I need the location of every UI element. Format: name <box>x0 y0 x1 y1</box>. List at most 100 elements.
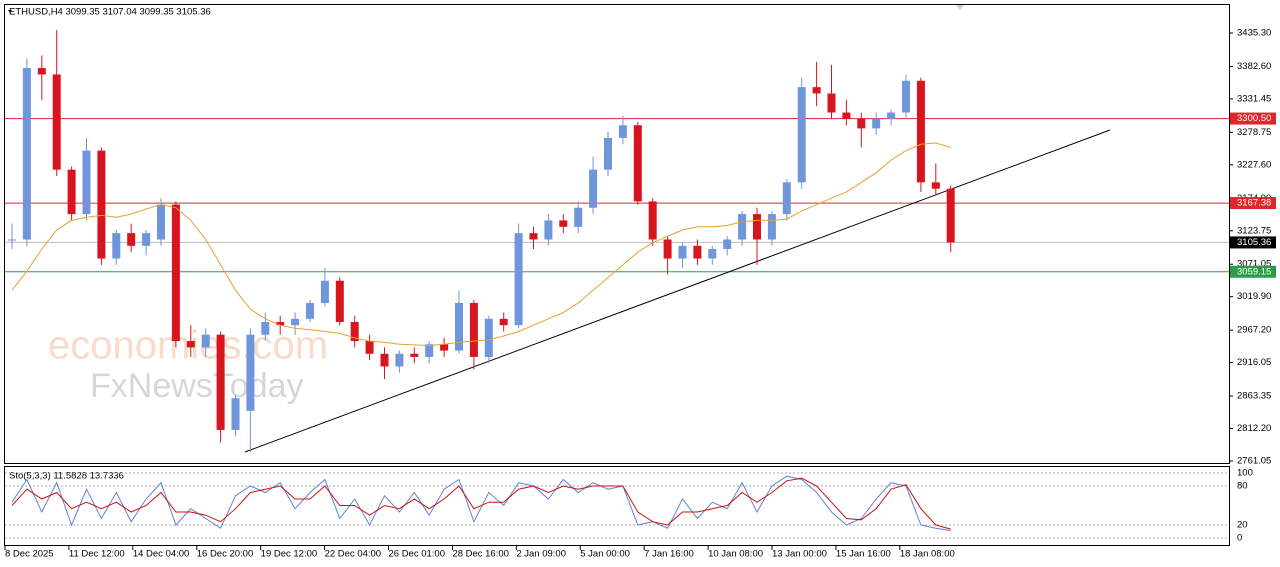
level-tag-label: 3300.50 <box>1237 113 1271 124</box>
y-tick-label: 3071.05 <box>1237 259 1271 270</box>
candle-body <box>82 150 91 215</box>
candle-body <box>246 334 255 411</box>
y-tick-label: 2967.20 <box>1237 325 1271 336</box>
level-tag <box>1230 265 1276 278</box>
level-tag-label: 3167.38 <box>1237 198 1271 209</box>
candle-body <box>931 182 940 189</box>
indicator-panel <box>4 466 1230 546</box>
candle-body <box>857 118 866 129</box>
candle-body <box>291 318 300 326</box>
stochastic-line <box>11 477 951 530</box>
x-tick-label: 2 Jan 09:00 <box>516 549 566 560</box>
candle-body <box>648 201 657 240</box>
x-tick-label: 16 Dec 20:00 <box>197 549 254 560</box>
candle-body <box>529 233 538 240</box>
candle-body <box>767 214 776 240</box>
candle-body <box>782 182 791 215</box>
y-tick-label: 3331.45 <box>1237 93 1271 104</box>
stochastic-line <box>11 475 951 531</box>
candle-body <box>633 125 642 202</box>
candle-body <box>618 125 627 138</box>
candle-body <box>201 334 210 348</box>
x-tick-label: 26 Dec 01:00 <box>388 549 445 560</box>
candle-body <box>365 341 374 354</box>
candle-body <box>37 68 46 75</box>
candle-body <box>52 74 61 170</box>
candle-body <box>678 245 687 259</box>
candle-body <box>112 233 121 259</box>
x-tick-label: 15 Jan 16:00 <box>836 549 891 560</box>
y-tick-label: 3227.60 <box>1237 159 1271 170</box>
candle-body <box>455 302 463 351</box>
candle-body <box>559 220 568 227</box>
x-tick-label: 10 Jan 08:00 <box>708 549 763 560</box>
candle-body <box>499 318 508 326</box>
candle-body <box>186 341 195 348</box>
candle-body <box>8 239 16 241</box>
candle-body <box>753 214 761 240</box>
level-tag <box>1230 236 1276 249</box>
candle-body <box>469 302 478 357</box>
candle-body <box>902 80 910 113</box>
candle-body <box>663 239 672 259</box>
candle-body <box>216 334 225 430</box>
candle-body <box>812 87 821 94</box>
x-tick-label: 14 Dec 04:00 <box>133 549 190 560</box>
y-tick-label: 3123.75 <box>1237 225 1271 236</box>
candle-body <box>127 233 136 246</box>
watermark: FxNewsToday <box>90 367 304 405</box>
indicator-tick-label: 80 <box>1237 480 1248 491</box>
candle-body <box>171 204 180 342</box>
candle-body <box>142 233 151 246</box>
x-tick-label: 5 Jan 00:00 <box>580 549 630 560</box>
candle-body <box>604 137 612 170</box>
indicator-tick-label: 20 <box>1237 519 1248 530</box>
x-tick-label: 8 Dec 2025 <box>5 549 54 560</box>
x-tick-label: 18 Jan 08:00 <box>900 549 955 560</box>
candle-body <box>693 245 702 259</box>
x-tick-label: 11 Dec 12:00 <box>69 549 125 560</box>
candle-body <box>574 207 583 227</box>
x-tick-label: 22 Dec 04:00 <box>325 549 382 560</box>
candle-body <box>67 169 76 215</box>
shift-marker <box>956 5 964 10</box>
candle-body <box>395 353 404 367</box>
candle-body <box>440 344 449 351</box>
candle-body <box>425 344 434 357</box>
level-tag <box>1230 197 1276 210</box>
candle-body <box>887 112 896 119</box>
level-tag <box>1230 112 1276 125</box>
candle-body <box>544 220 553 240</box>
y-tick-label: 3382.60 <box>1237 61 1271 72</box>
candle-body <box>484 318 493 357</box>
candle-body <box>738 214 747 240</box>
moving-average <box>11 142 951 347</box>
candle-body <box>157 204 165 240</box>
candle-body <box>350 322 359 342</box>
candle-body <box>723 239 732 250</box>
price-panel <box>4 4 1230 464</box>
y-tick-label: 3435.30 <box>1237 28 1271 39</box>
x-tick-label: 19 Dec 12:00 <box>261 549 318 560</box>
header: ETHUSD,H4 3099.35 3107.04 3099.35 3105.3… <box>9 7 211 18</box>
candle-body <box>320 280 329 303</box>
candle-body <box>916 80 925 183</box>
level-tag-label: 3105.36 <box>1237 237 1271 248</box>
candle-body <box>946 188 955 243</box>
y-tick-label: 3278.75 <box>1237 127 1271 138</box>
indicator-tick-label: 100 <box>1237 467 1253 478</box>
y-tick-label: 2812.20 <box>1237 423 1271 434</box>
level-tag-label: 3059.15 <box>1237 266 1271 277</box>
candle-body <box>306 302 314 319</box>
candle-body <box>589 169 598 208</box>
indicator-tick-label: 0 <box>1237 532 1242 543</box>
candle-body <box>22 68 31 240</box>
candle-body <box>410 353 419 357</box>
x-tick-label: 13 Jan 00:00 <box>772 549 827 560</box>
x-tick-label: 28 Dec 16:00 <box>452 549 509 560</box>
candle-body <box>276 322 285 326</box>
candle-body <box>797 87 806 183</box>
candle-body <box>827 93 836 113</box>
candle-body <box>380 353 389 367</box>
